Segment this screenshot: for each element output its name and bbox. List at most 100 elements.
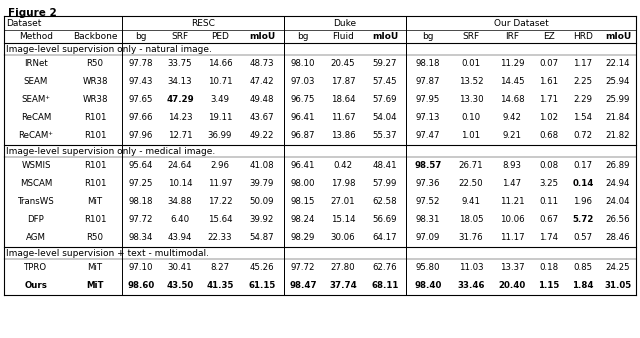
Text: 0.85: 0.85	[573, 264, 593, 272]
Text: 98.15: 98.15	[291, 197, 316, 207]
Text: Figure 2: Figure 2	[8, 8, 57, 18]
Text: 17.22: 17.22	[208, 197, 232, 207]
Text: 10.71: 10.71	[208, 77, 232, 87]
Text: 1.84: 1.84	[572, 282, 594, 290]
Text: 10.14: 10.14	[168, 179, 192, 189]
Text: R101: R101	[84, 114, 106, 122]
Text: Ours: Ours	[24, 282, 47, 290]
Text: Backbone: Backbone	[73, 32, 117, 41]
Text: SEAM: SEAM	[24, 77, 48, 87]
Text: 34.13: 34.13	[168, 77, 192, 87]
Text: 15.14: 15.14	[331, 216, 355, 224]
Text: 50.09: 50.09	[250, 197, 275, 207]
Text: 98.10: 98.10	[291, 59, 316, 69]
Text: 37.74: 37.74	[329, 282, 357, 290]
Text: 1.02: 1.02	[540, 114, 559, 122]
Text: 0.01: 0.01	[461, 59, 481, 69]
Text: 11.17: 11.17	[500, 234, 524, 242]
Text: 24.25: 24.25	[605, 264, 630, 272]
Text: WSMIS: WSMIS	[21, 162, 51, 170]
Text: 97.87: 97.87	[416, 77, 440, 87]
Text: R101: R101	[84, 179, 106, 189]
Text: 0.14: 0.14	[572, 179, 594, 189]
Text: 98.47: 98.47	[289, 282, 317, 290]
Text: 0.18: 0.18	[540, 264, 559, 272]
Text: AGM: AGM	[26, 234, 46, 242]
Text: MiT: MiT	[88, 264, 102, 272]
Text: 14.23: 14.23	[168, 114, 192, 122]
Text: 19.11: 19.11	[208, 114, 232, 122]
Text: 24.04: 24.04	[605, 197, 630, 207]
Text: 3.25: 3.25	[540, 179, 559, 189]
Text: 18.64: 18.64	[331, 96, 355, 104]
Text: 39.79: 39.79	[250, 179, 274, 189]
Text: MiT: MiT	[86, 282, 104, 290]
Text: 26.71: 26.71	[459, 162, 483, 170]
Text: 57.99: 57.99	[373, 179, 397, 189]
Text: 36.99: 36.99	[208, 131, 232, 141]
Text: 54.87: 54.87	[250, 234, 275, 242]
Text: 28.46: 28.46	[605, 234, 630, 242]
Text: 22.50: 22.50	[459, 179, 483, 189]
Text: 34.88: 34.88	[168, 197, 192, 207]
Text: 18.05: 18.05	[459, 216, 483, 224]
Text: 2.96: 2.96	[211, 162, 230, 170]
Text: R101: R101	[84, 162, 106, 170]
Text: 97.72: 97.72	[129, 216, 153, 224]
Text: 0.07: 0.07	[540, 59, 559, 69]
Text: PED: PED	[211, 32, 229, 41]
Text: 0.08: 0.08	[540, 162, 559, 170]
Text: 21.84: 21.84	[605, 114, 630, 122]
Text: MSCAM: MSCAM	[20, 179, 52, 189]
Text: mIoU: mIoU	[605, 32, 631, 41]
Text: 97.43: 97.43	[129, 77, 153, 87]
Text: DFP: DFP	[28, 216, 44, 224]
Text: 98.18: 98.18	[129, 197, 153, 207]
Text: 98.24: 98.24	[291, 216, 316, 224]
Text: 8.93: 8.93	[502, 162, 522, 170]
Text: 0.42: 0.42	[333, 162, 353, 170]
Text: 97.36: 97.36	[416, 179, 440, 189]
Text: 98.00: 98.00	[291, 179, 316, 189]
Text: 96.87: 96.87	[291, 131, 316, 141]
Text: EZ: EZ	[543, 32, 555, 41]
Text: 55.37: 55.37	[372, 131, 397, 141]
Text: 0.72: 0.72	[573, 131, 593, 141]
Text: 3.49: 3.49	[211, 96, 230, 104]
Text: 97.65: 97.65	[129, 96, 153, 104]
Text: Method: Method	[19, 32, 53, 41]
Text: 98.34: 98.34	[129, 234, 153, 242]
Text: 24.64: 24.64	[168, 162, 192, 170]
Text: 9.21: 9.21	[502, 131, 522, 141]
Text: 47.42: 47.42	[250, 77, 275, 87]
Text: 96.41: 96.41	[291, 162, 316, 170]
Text: 1.47: 1.47	[502, 179, 522, 189]
Text: 11.21: 11.21	[500, 197, 524, 207]
Text: 14.45: 14.45	[500, 77, 524, 87]
Text: 43.50: 43.50	[166, 282, 194, 290]
Text: 17.87: 17.87	[331, 77, 355, 87]
Text: 98.18: 98.18	[416, 59, 440, 69]
Text: ReCAM: ReCAM	[21, 114, 51, 122]
Text: 13.86: 13.86	[331, 131, 355, 141]
Text: bg: bg	[297, 32, 308, 41]
Text: 0.57: 0.57	[573, 234, 593, 242]
Text: 25.94: 25.94	[605, 77, 630, 87]
Text: Image-level supervision + text - multimodal.: Image-level supervision + text - multimo…	[6, 248, 209, 258]
Text: 97.96: 97.96	[129, 131, 153, 141]
Text: 64.17: 64.17	[372, 234, 397, 242]
Text: 0.10: 0.10	[461, 114, 481, 122]
Text: 0.11: 0.11	[540, 197, 559, 207]
Text: Dataset: Dataset	[6, 19, 42, 27]
Text: 96.75: 96.75	[291, 96, 316, 104]
Text: 2.29: 2.29	[573, 96, 593, 104]
Text: 1.15: 1.15	[538, 282, 559, 290]
Text: RESC: RESC	[191, 19, 215, 27]
Text: 27.80: 27.80	[331, 264, 355, 272]
Text: 95.64: 95.64	[129, 162, 153, 170]
Text: TPRO: TPRO	[24, 264, 47, 272]
Text: 97.25: 97.25	[129, 179, 153, 189]
Text: 6.40: 6.40	[170, 216, 189, 224]
Text: 0.17: 0.17	[573, 162, 593, 170]
Text: 95.80: 95.80	[416, 264, 440, 272]
